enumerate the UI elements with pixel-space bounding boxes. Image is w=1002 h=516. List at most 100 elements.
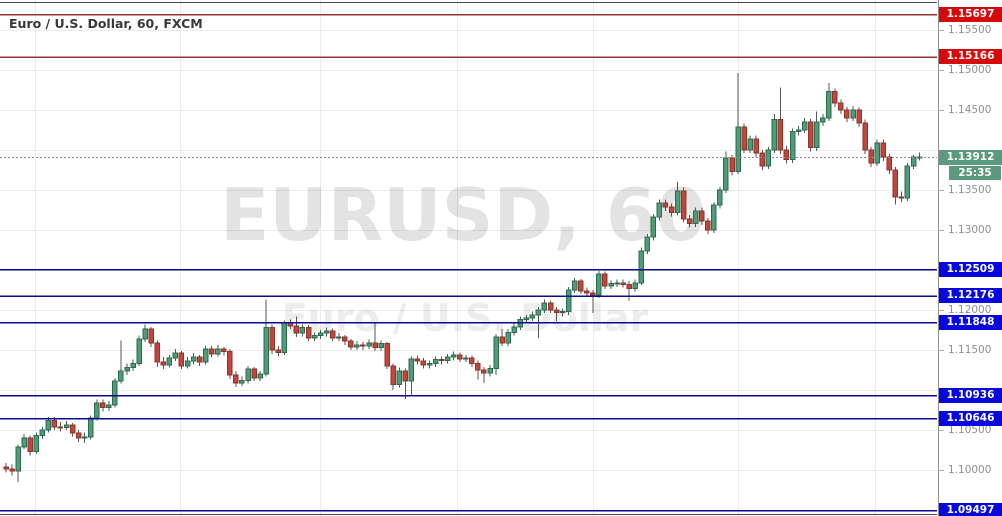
candle-body-up <box>408 358 415 382</box>
price-axis-tick <box>939 70 944 71</box>
candle-body-up <box>426 363 433 366</box>
candle-body-down <box>148 328 154 344</box>
price-axis-label: 1.11500 <box>948 344 992 356</box>
candle-body-down <box>584 290 590 294</box>
candle-body-down <box>208 348 215 355</box>
candle-body-down <box>293 325 300 334</box>
price-badge-blue: 1.11848 <box>939 314 1002 330</box>
candle-body-down <box>154 342 160 363</box>
symbol-legend[interactable]: Euro / U.S. Dollar, 60, FXCM <box>9 16 203 31</box>
candle-body-down <box>233 374 239 384</box>
watermark-symbol: EURUSD, 60 <box>220 173 706 257</box>
candle-body-up <box>336 336 342 339</box>
price-axis-tick <box>939 430 944 431</box>
candle-body-up <box>87 417 94 438</box>
candle-body-down <box>705 220 711 231</box>
candle-body-up <box>747 138 753 151</box>
candle-body-up <box>190 356 197 362</box>
candle-body-down <box>160 361 167 366</box>
candle-body-up <box>15 446 21 472</box>
candle-body-up <box>711 204 717 231</box>
candle-body-up <box>202 348 209 363</box>
candle-body-up <box>136 338 142 365</box>
candle-body-down <box>51 419 58 428</box>
candle-body-down <box>390 365 396 385</box>
price-badge-red: 1.15697 <box>939 6 1002 22</box>
price-axis-label: 1.15500 <box>948 24 992 36</box>
candle-body-up <box>559 311 566 314</box>
candle-body-down <box>668 206 675 213</box>
candle-body-up <box>118 370 124 382</box>
candle-body-down <box>578 280 584 292</box>
price-axis-tick <box>939 350 944 351</box>
candle-body-up <box>257 373 263 379</box>
candle-body-up <box>487 367 493 374</box>
candle-body-down <box>868 149 874 164</box>
candle-body-up <box>172 352 179 359</box>
candle-body-down <box>69 424 76 434</box>
candle-body-down <box>590 292 596 296</box>
price-badge-blue: 1.12509 <box>939 261 1002 277</box>
candle-body-down <box>221 348 227 353</box>
candle-body-up <box>396 370 402 385</box>
candle-body-down <box>838 102 844 111</box>
candle-body-up <box>692 210 699 225</box>
price-axis-label: 1.13500 <box>948 184 992 196</box>
candle-body-up <box>317 332 324 337</box>
candle-body-down <box>414 358 421 362</box>
candle-body-up <box>281 322 288 353</box>
price-axis-tick <box>939 470 944 471</box>
price-axis-tick <box>939 310 944 311</box>
candle-body-up <box>541 302 548 311</box>
price-badge-blue: 1.10646 <box>939 410 1002 426</box>
candle-body-down <box>275 349 281 353</box>
candle-body-up <box>596 273 602 296</box>
candle-body-up <box>614 282 620 285</box>
candle-body-up <box>354 344 360 348</box>
candle-body-down <box>680 190 687 220</box>
candle-body-up <box>650 216 657 238</box>
candle-body-down <box>420 360 427 366</box>
candle-body-up <box>789 131 796 161</box>
candle-body-down <box>856 109 862 124</box>
candle-body-down <box>886 156 893 171</box>
candle-body-down <box>75 432 82 439</box>
candle-body-up <box>850 109 856 119</box>
candle-body-up <box>463 357 469 360</box>
candle-body-down <box>348 340 354 348</box>
candle-body-down <box>438 359 445 362</box>
price-badge-blue: 1.12176 <box>939 288 1002 304</box>
price-axis-tick <box>939 190 944 191</box>
candle-body-up <box>632 282 638 289</box>
watermark-description: Euro / U.S. Dollar <box>282 296 649 340</box>
candle-body-down <box>777 119 784 151</box>
price-axis[interactable]: 1.15500 1.15000 1.14500 1.13500 1.13000 1.120… <box>938 0 1002 516</box>
candle-body-up <box>801 121 808 131</box>
candle-body-up <box>735 126 741 173</box>
candle-body-down <box>699 210 705 222</box>
candle-body-up <box>239 379 245 384</box>
candle-body-down <box>3 466 9 470</box>
candle-body-up <box>142 328 148 340</box>
price-axis-label: 1.14500 <box>948 104 992 116</box>
candle-body-down <box>759 152 765 167</box>
candle-body-down <box>499 336 505 344</box>
candle-body-up <box>299 327 306 334</box>
candle-body-down <box>329 330 336 339</box>
candle-body-up <box>311 335 318 339</box>
candle-body-up <box>63 424 70 429</box>
price-axis-label: 1.12000 <box>948 304 992 316</box>
price-axis-tick <box>939 30 944 31</box>
candle-body-down <box>178 352 185 367</box>
candle-body-up <box>106 404 112 409</box>
candle-body-up <box>81 436 88 439</box>
price-axis-tick <box>939 230 944 231</box>
candle-body-up <box>813 121 820 149</box>
candle-body-down <box>807 121 814 149</box>
price-axis-label: 1.15000 <box>948 64 992 76</box>
candle-body-down <box>305 327 312 339</box>
candle-body-up <box>529 314 536 319</box>
candle-body-up <box>432 359 439 365</box>
candle-body-down <box>686 218 693 225</box>
